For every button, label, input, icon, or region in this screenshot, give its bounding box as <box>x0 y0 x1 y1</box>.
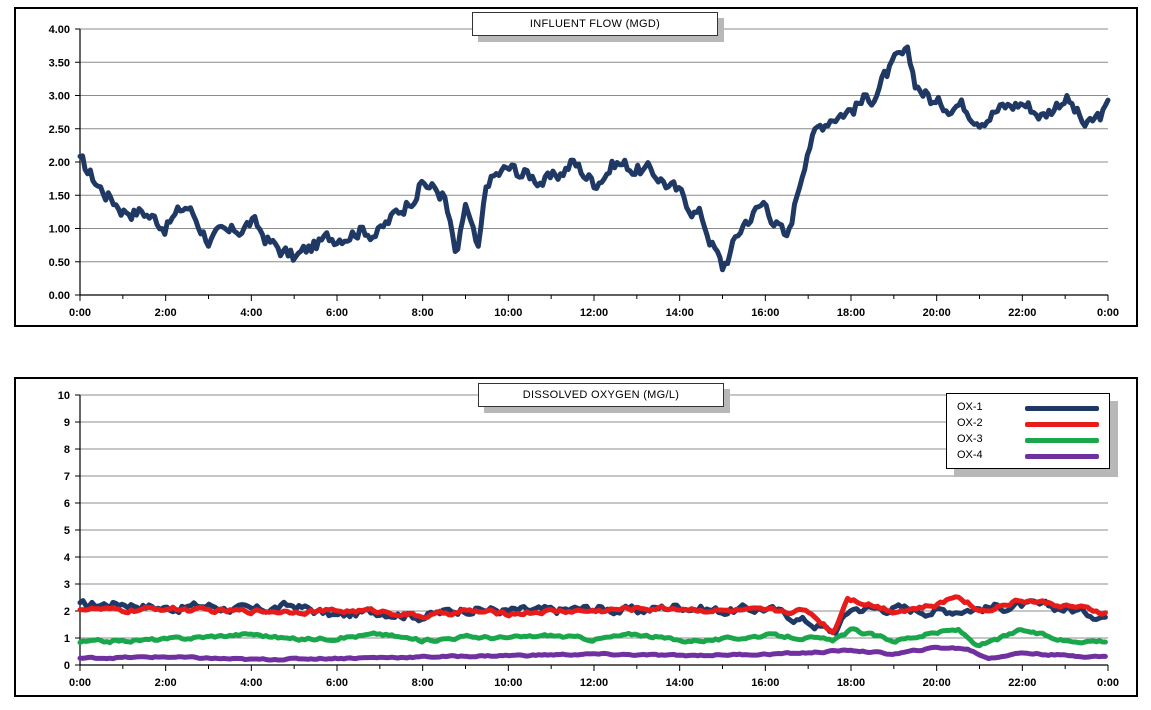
series-line-ox-4 <box>77 644 1108 663</box>
x-tick-label: 8:00 <box>412 307 434 319</box>
series-line-flow <box>77 44 1111 273</box>
x-tick-label: 18:00 <box>837 307 865 319</box>
y-tick-label: 0.00 <box>49 290 70 302</box>
y-tick-label: 0.50 <box>49 257 70 269</box>
y-tick-label: 0 <box>64 660 70 672</box>
x-tick-label: 22:00 <box>1008 677 1036 689</box>
y-tick-label: 5 <box>64 525 70 537</box>
y-tick-label: 1 <box>64 633 70 645</box>
y-tick-label: 7 <box>64 471 70 483</box>
x-tick-label: 0:00 <box>69 677 91 689</box>
y-tick-label: 4 <box>64 552 71 564</box>
y-tick-label: 1.00 <box>49 224 70 236</box>
x-tick-label: 6:00 <box>326 677 348 689</box>
dissolved-oxygen-title: DISSOLVED OXYGEN (MG/L) <box>478 383 724 407</box>
y-tick-label: 8 <box>64 444 70 456</box>
y-tick-label: 3 <box>64 579 70 591</box>
y-tick-label: 3.50 <box>49 57 70 69</box>
x-tick-label: 18:00 <box>837 677 865 689</box>
y-tick-label: 2.50 <box>49 124 70 136</box>
y-tick-label: 3.00 <box>49 91 70 103</box>
x-tick-label: 0:00 <box>69 307 91 319</box>
y-tick-label: 2.00 <box>49 157 70 169</box>
x-tick-label: 10:00 <box>494 677 522 689</box>
x-tick-label: 8:00 <box>412 677 434 689</box>
y-tick-label: 6 <box>64 498 70 510</box>
dissolved-oxygen-plot: 0 1 2 3 4 5 6 7 8 9 10 0:00 2:00 4:00 6:00 8:00 10:00 12:… <box>58 390 1119 689</box>
x-tick-label: 16:00 <box>751 677 779 689</box>
y-tick-label: 1.50 <box>49 190 70 202</box>
influent-flow-chart: 0.00 0.50 1.00 1.50 2.00 2.50 3.00 3.50 4.00 0:00… <box>14 7 1138 327</box>
series-line-ox-2 <box>77 594 1108 636</box>
legend-item-ox-3: OX-3 <box>957 432 1107 448</box>
legend-item-ox-4: OX-4 <box>957 448 1107 464</box>
x-tick-label: 0:00 <box>1097 677 1119 689</box>
x-tick-label: 6:00 <box>326 307 348 319</box>
legend-label: OX-2 <box>957 417 983 429</box>
x-tick-label: 2:00 <box>155 677 177 689</box>
x-tick-label: 10:00 <box>494 307 522 319</box>
legend: OX-1 OX-2 OX-3 OX-4 <box>946 393 1110 469</box>
legend-label: OX-1 <box>957 401 983 413</box>
x-tick-label: 20:00 <box>923 677 951 689</box>
legend-swatch <box>1025 422 1099 427</box>
x-tick-label: 14:00 <box>666 677 694 689</box>
legend-item-ox-2: OX-2 <box>957 416 1107 432</box>
x-tick-label: 14:00 <box>666 307 694 319</box>
influent-flow-title: INFLUENT FLOW (MGD) <box>472 12 718 36</box>
legend-item-ox-1: OX-1 <box>957 400 1107 416</box>
series-line-ox-3 <box>77 626 1108 649</box>
x-tick-label: 4:00 <box>240 677 262 689</box>
legend-swatch <box>1025 406 1099 411</box>
dissolved-oxygen-chart: 0 1 2 3 4 5 6 7 8 9 10 0:00 2:00 4:00 6:00 8:00 10:00 12:… <box>14 377 1138 697</box>
x-tick-label: 16:00 <box>751 307 779 319</box>
legend-label: OX-4 <box>957 449 983 461</box>
x-tick-label: 2:00 <box>155 307 177 319</box>
legend-label: OX-3 <box>957 433 983 445</box>
x-tick-label: 4:00 <box>240 307 262 319</box>
legend-swatch <box>1025 454 1099 459</box>
y-tick-label: 4.00 <box>49 24 70 36</box>
x-tick-label: 22:00 <box>1008 307 1036 319</box>
x-tick-label: 12:00 <box>580 677 608 689</box>
y-tick-label: 10 <box>58 390 70 402</box>
legend-swatch <box>1025 438 1099 443</box>
x-tick-label: 20:00 <box>923 307 951 319</box>
y-tick-label: 9 <box>64 417 70 429</box>
x-tick-label: 12:00 <box>580 307 608 319</box>
influent-flow-plot: 0.00 0.50 1.00 1.50 2.00 2.50 3.00 3.50 4.00 0:00… <box>49 24 1119 319</box>
x-tick-label: 0:00 <box>1097 307 1119 319</box>
y-tick-label: 2 <box>64 606 70 618</box>
